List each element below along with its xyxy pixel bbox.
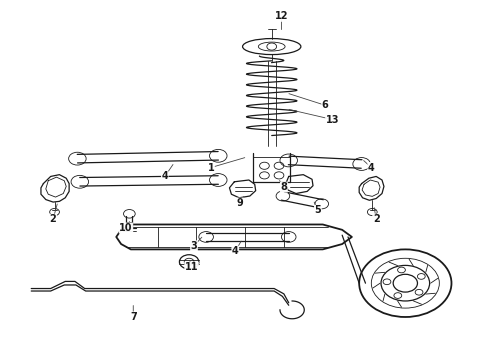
Text: 13: 13 — [326, 114, 339, 125]
Text: 4: 4 — [162, 171, 168, 181]
Text: 4: 4 — [232, 246, 239, 256]
Text: 11: 11 — [185, 262, 198, 272]
Text: 3: 3 — [191, 241, 197, 251]
Circle shape — [417, 274, 425, 279]
Circle shape — [415, 289, 423, 295]
Text: 2: 2 — [49, 214, 56, 224]
Circle shape — [397, 267, 405, 273]
Text: 2: 2 — [373, 214, 380, 224]
Circle shape — [383, 279, 391, 285]
Text: 4: 4 — [368, 163, 375, 172]
Text: 10: 10 — [119, 223, 133, 233]
Circle shape — [394, 293, 402, 298]
Text: 7: 7 — [130, 312, 137, 322]
Text: 5: 5 — [315, 205, 321, 215]
Text: 8: 8 — [280, 182, 287, 192]
Text: 6: 6 — [322, 100, 328, 110]
Text: 1: 1 — [208, 163, 214, 172]
Text: 12: 12 — [275, 11, 288, 21]
Text: 9: 9 — [237, 198, 244, 208]
